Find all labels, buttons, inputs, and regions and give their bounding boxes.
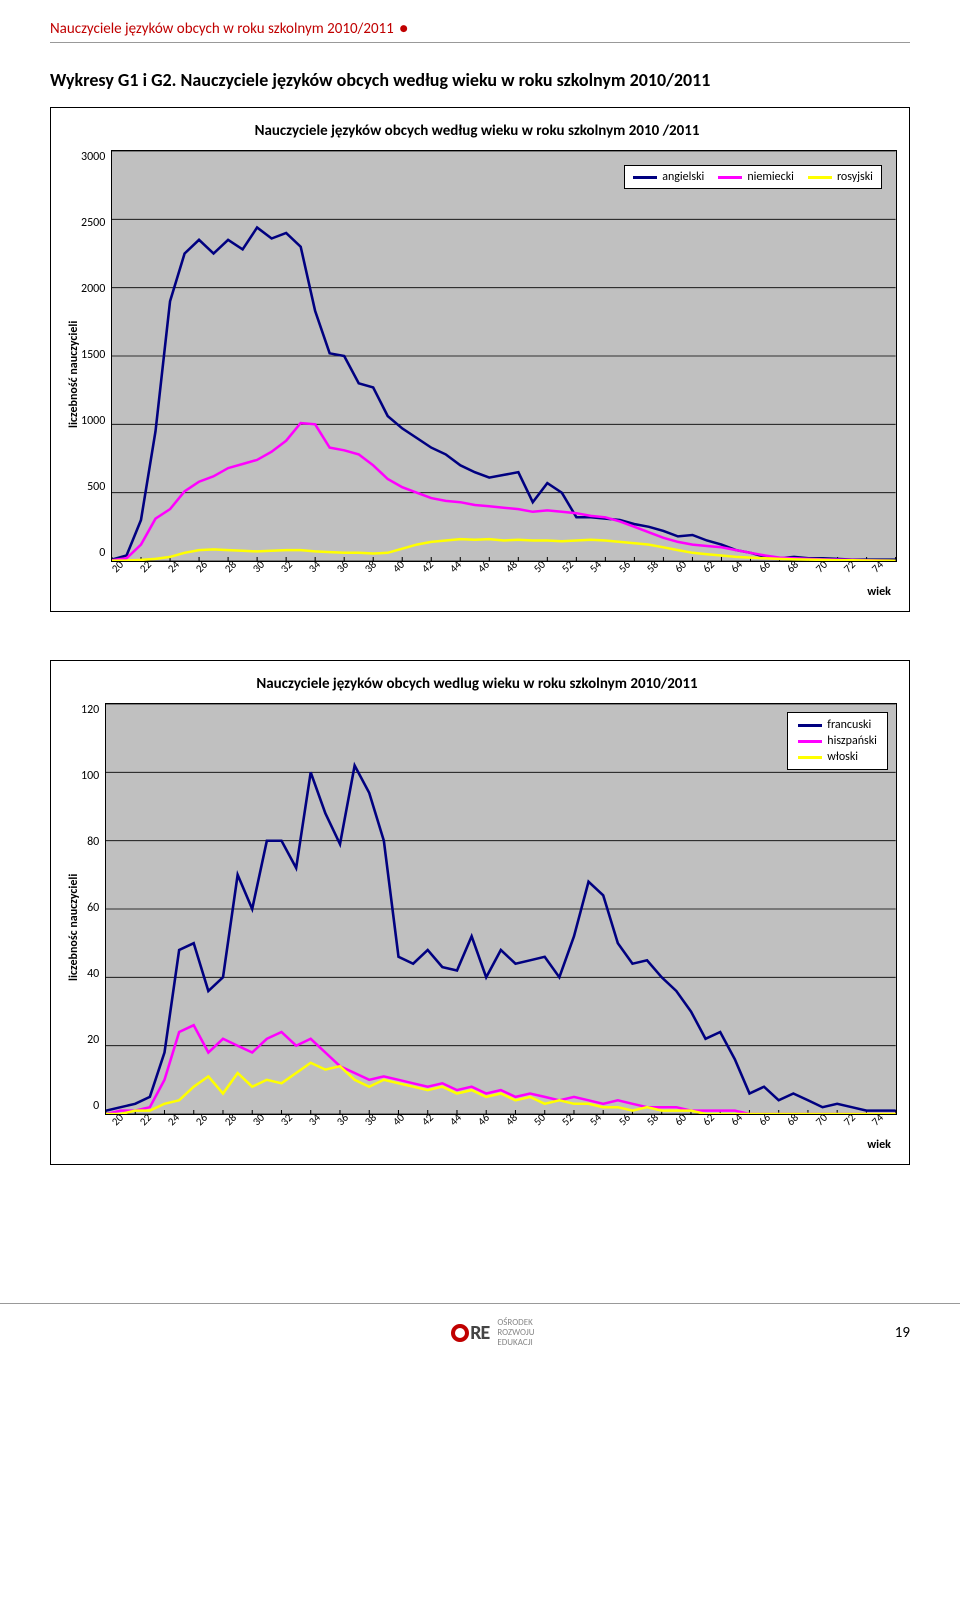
- chart-1-ylabel: liczebność nauczycieli: [63, 150, 81, 599]
- chart-2-xlabel: wiek: [81, 1138, 897, 1152]
- ore-logo-icon: RE: [450, 1321, 489, 1345]
- chart-1-plot: angielski niemiecki rosyjski: [111, 150, 897, 562]
- legend-item: hiszpański: [798, 734, 877, 748]
- page-footer: RE Ośrodek Rozwoju Edukacji 19: [0, 1303, 960, 1368]
- legend-item: angielski: [633, 170, 704, 184]
- chart-2-title: Nauczyciele języków obcych wedlug wieku …: [63, 675, 891, 693]
- header-text: Nauczyciele języków obcych w roku szkoln…: [50, 20, 394, 38]
- chart-1-frame: Nauczyciele języków obcych według wieku …: [50, 107, 910, 612]
- legend-item: francuski: [798, 718, 877, 732]
- chart-2-xticks: 2022242628303234363840424446485052545658…: [81, 1119, 897, 1132]
- chart-1-xlabel: wiek: [81, 585, 897, 599]
- chart-2-ylabel: liczebnośc nauczycieli: [63, 703, 81, 1152]
- page-number: 19: [895, 1324, 910, 1342]
- chart-1-xticks: 2022242628303234363840424446485052545658…: [81, 566, 897, 579]
- legend-item: rosyjski: [808, 170, 873, 184]
- chart-2-yticks: 120100806040200: [81, 703, 105, 1113]
- legend-item: włoski: [798, 750, 877, 764]
- chart-2-legend: francuski hiszpański włoski: [787, 712, 888, 770]
- footer-logo: RE Ośrodek Rozwoju Edukacji: [450, 1318, 534, 1348]
- chart-1-yticks: 300025002000150010005000: [81, 150, 111, 560]
- chart-1-legend: angielski niemiecki rosyjski: [624, 165, 882, 189]
- legend-item: niemiecki: [718, 170, 794, 184]
- chart-2-frame: Nauczyciele języków obcych wedlug wieku …: [50, 660, 910, 1165]
- chart-1-title: Nauczyciele języków obcych według wieku …: [63, 122, 891, 140]
- section-title: Wykresy G1 i G2. Nauczyciele języków obc…: [50, 69, 910, 91]
- footer-logo-text: Ośrodek Rozwoju Edukacji: [497, 1318, 534, 1348]
- header-bullet: ●: [399, 20, 408, 38]
- chart-2-plot: francuski hiszpański włoski: [105, 703, 897, 1115]
- document-header: Nauczyciele języków obcych w roku szkoln…: [50, 20, 910, 43]
